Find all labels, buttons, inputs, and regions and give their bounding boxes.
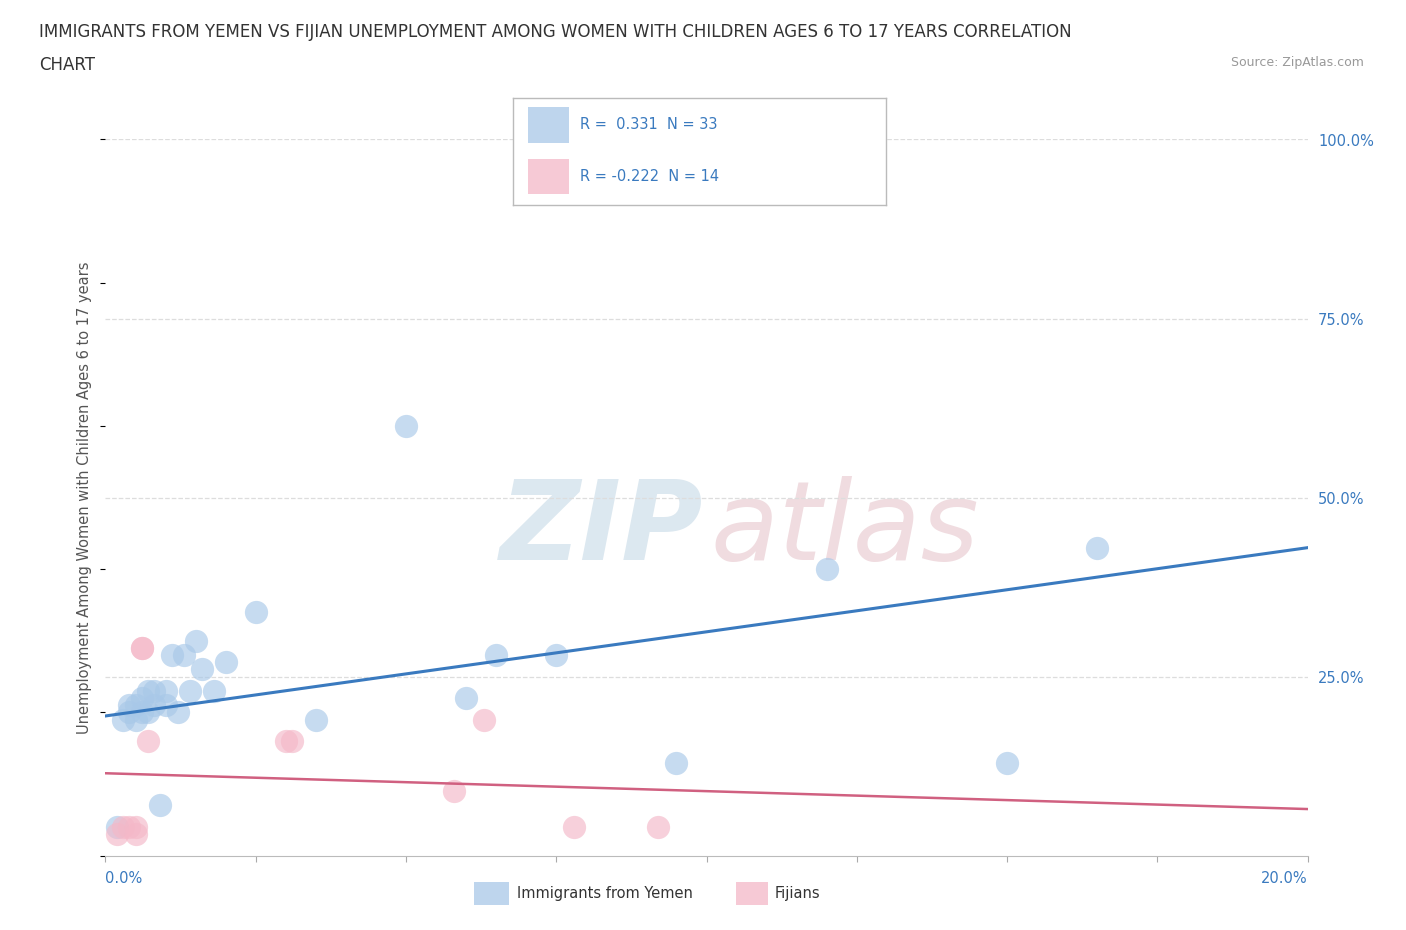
Point [155, 698, 177, 712]
Point [112, 819, 135, 834]
Point [173, 647, 195, 662]
Point [454, 691, 477, 706]
Point [214, 655, 236, 670]
Point [995, 755, 1018, 770]
Text: Source: ZipAtlas.com: Source: ZipAtlas.com [1230, 56, 1364, 69]
Point [485, 647, 508, 662]
Point [136, 734, 159, 749]
Point [202, 684, 225, 698]
Point [136, 705, 159, 720]
Point [124, 819, 146, 834]
Point [107, 827, 129, 842]
Point [190, 662, 212, 677]
Point [118, 819, 141, 834]
Point [155, 684, 177, 698]
Point [166, 705, 188, 720]
Point [131, 641, 153, 656]
Point [179, 684, 201, 698]
Bar [474, 882, 509, 906]
Point [107, 819, 129, 834]
Point [124, 827, 146, 842]
Text: Immigrants from Yemen: Immigrants from Yemen [516, 886, 692, 901]
Point [562, 819, 585, 834]
Point [1085, 540, 1108, 555]
Bar [529, 159, 569, 194]
Point [274, 734, 297, 749]
Point [647, 819, 669, 834]
Point [305, 712, 328, 727]
Point [184, 633, 207, 648]
Point [118, 705, 141, 720]
Point [131, 641, 153, 656]
Bar [529, 107, 569, 142]
Point [124, 712, 146, 727]
Point [546, 647, 568, 662]
Text: Fijians: Fijians [775, 886, 820, 901]
Point [142, 698, 165, 712]
Point [148, 798, 170, 813]
Point [443, 784, 465, 799]
Point [160, 647, 183, 662]
Point [112, 712, 135, 727]
Point [281, 734, 304, 749]
Bar [737, 882, 768, 906]
Text: R = -0.222  N = 14: R = -0.222 N = 14 [581, 168, 720, 184]
Point [118, 698, 141, 712]
Y-axis label: Unemployment Among Women with Children Ages 6 to 17 years: Unemployment Among Women with Children A… [77, 261, 93, 734]
Point [245, 604, 267, 619]
Point [124, 698, 146, 712]
Point [472, 712, 495, 727]
Text: ZIP: ZIP [499, 476, 703, 583]
Point [131, 691, 153, 706]
Text: CHART: CHART [39, 56, 96, 73]
Text: 20.0%: 20.0% [1261, 871, 1308, 886]
Point [142, 684, 165, 698]
Point [131, 705, 153, 720]
Text: IMMIGRANTS FROM YEMEN VS FIJIAN UNEMPLOYMENT AMONG WOMEN WITH CHILDREN AGES 6 TO: IMMIGRANTS FROM YEMEN VS FIJIAN UNEMPLOY… [39, 23, 1071, 41]
Point [665, 755, 688, 770]
Text: R =  0.331  N = 33: R = 0.331 N = 33 [581, 117, 717, 132]
Text: atlas: atlas [710, 476, 979, 583]
Point [395, 418, 418, 433]
Point [136, 684, 159, 698]
Point [815, 562, 838, 577]
Text: 0.0%: 0.0% [105, 871, 142, 886]
